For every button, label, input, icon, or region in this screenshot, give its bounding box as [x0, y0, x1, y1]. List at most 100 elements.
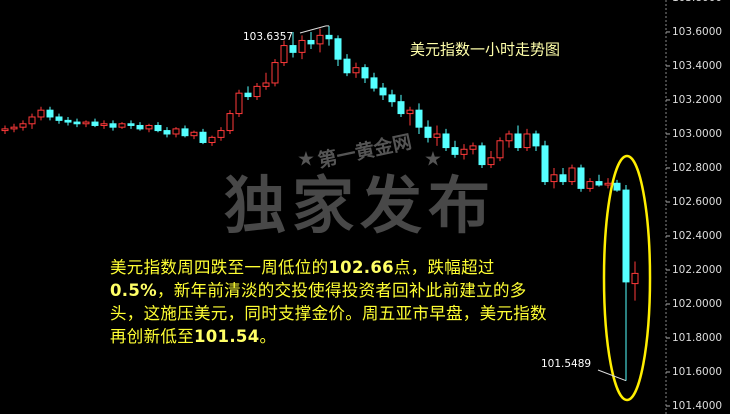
y-tick-label: 102.4000 [672, 230, 722, 242]
candle-body [217, 130, 225, 138]
candle-body [64, 119, 72, 123]
candle-body [352, 67, 360, 74]
candle-body [595, 181, 603, 186]
y-tick-label: 103.6000 [672, 26, 722, 38]
y-tick-label: 102.0000 [672, 298, 722, 310]
candle-body [181, 128, 189, 137]
chart-title: 美元指数一小时走势图 [410, 41, 560, 59]
candle-body [586, 181, 594, 189]
candle-body [55, 116, 63, 121]
candle-body [370, 77, 378, 89]
candle-body [235, 92, 243, 115]
watermark-star: ★ [424, 147, 442, 171]
note-text: 101.54 [194, 327, 260, 346]
candle-body [361, 67, 369, 79]
note-text: 点，跌幅超过 [393, 258, 495, 277]
candle-body [226, 113, 234, 132]
candle-body [172, 128, 180, 135]
candle-body [550, 174, 558, 183]
candle-body [604, 182, 612, 186]
candle-body [127, 123, 135, 126]
y-tick-label: 101.4000 [672, 400, 722, 412]
candle-body [496, 140, 504, 159]
candle-body [325, 34, 333, 40]
candle-body [154, 124, 162, 132]
y-tick-label: 101.6000 [672, 366, 722, 378]
candle-body [190, 131, 198, 137]
y-tick-label: 103.2000 [672, 94, 722, 106]
watermark-star: ★ [297, 147, 315, 171]
candle-body [379, 87, 387, 96]
candle-body [28, 116, 36, 125]
y-tick-label: 103.0000 [672, 128, 722, 140]
candle-body [271, 62, 279, 84]
y-tick-label: 102.6000 [672, 196, 722, 208]
candle-body [334, 38, 342, 60]
candle-body [163, 130, 171, 135]
high-label: 103.6357 [243, 31, 293, 43]
annotation-line [597, 369, 627, 382]
note: 美元指数周四跌至一周低位的102.66点，跌幅超过 0.5%，新年前清淡的交投使得… [110, 256, 550, 348]
candle-body [82, 121, 90, 125]
candle-body [100, 123, 108, 126]
candle-body [298, 39, 306, 53]
candle-body [451, 147, 459, 155]
candle-body [460, 148, 468, 155]
candle-body [433, 133, 441, 138]
candle-body [397, 101, 405, 115]
candle-body [199, 131, 207, 143]
candle-body [487, 157, 495, 166]
candle-body [559, 174, 567, 183]
y-tick-label: 102.8000 [672, 162, 722, 174]
y-tick-label: 103.8000 [672, 0, 722, 4]
y-tick-label: 102.2000 [672, 264, 722, 276]
candle-body [541, 145, 549, 183]
candle-body [478, 145, 486, 166]
highlight-ellipse [602, 154, 652, 402]
candle-body [109, 123, 117, 128]
candle-body [523, 133, 531, 149]
candle-body [289, 45, 297, 53]
candle-body [73, 121, 81, 125]
candle-body [424, 126, 432, 138]
candle-body [145, 124, 153, 130]
candle-body [280, 45, 288, 64]
candle-body [46, 109, 54, 118]
candle-body [613, 182, 621, 191]
candle-body [10, 126, 18, 130]
candle-body [91, 121, 99, 126]
candle-body [316, 34, 324, 45]
low-label: 101.5489 [541, 358, 591, 370]
candle-body [37, 109, 45, 118]
watermark-site: 第一黄金网 [316, 130, 414, 172]
candle-body [406, 109, 414, 115]
candle-body [622, 189, 630, 283]
candle-body [19, 123, 27, 128]
annotation-line [299, 25, 327, 34]
candle-body [262, 82, 270, 87]
note-text: 102.66 [328, 258, 394, 277]
candle-body [577, 167, 585, 189]
note-text: 0.5% [110, 281, 157, 300]
candle-body [208, 136, 216, 143]
candle-body [307, 39, 315, 45]
note-text: ，新年前清淡的交投使得投资者回补此前建立的多头，这施压美元，同时支撑金价。周五亚… [110, 281, 547, 346]
candle-body [415, 109, 423, 128]
candle-body [343, 58, 351, 74]
candle-body [118, 123, 126, 128]
candle-body [1, 128, 9, 132]
y-tick-label: 103.4000 [672, 60, 722, 72]
note-text: 。 [259, 327, 277, 346]
candle-body [253, 85, 261, 98]
candle-body [505, 133, 513, 142]
candle-body [388, 94, 396, 103]
candle-body [514, 133, 522, 149]
candle-body [442, 133, 450, 149]
candle-body [136, 124, 144, 130]
candle-body [532, 133, 540, 147]
candle-body [469, 145, 477, 150]
candle-body [568, 167, 576, 183]
y-tick-label: 101.8000 [672, 332, 722, 344]
candle-body [244, 92, 252, 98]
